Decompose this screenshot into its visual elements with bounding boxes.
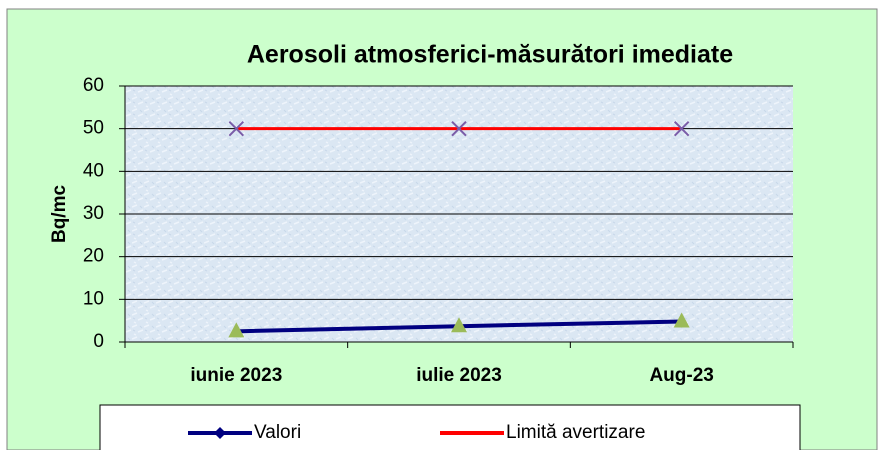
y-tick-label: 50 xyxy=(83,118,104,139)
y-tick-label: 20 xyxy=(83,246,104,267)
point-marker xyxy=(228,120,245,137)
y-tick-label: 40 xyxy=(83,160,104,181)
y-tick-label: 10 xyxy=(83,288,104,309)
legend xyxy=(99,404,801,450)
x-tick-label: iulie 2023 xyxy=(416,365,502,386)
point-marker xyxy=(451,317,467,333)
y-axis-label: Bq/mc xyxy=(49,185,70,244)
y-tick-label: 0 xyxy=(93,331,104,352)
point-marker xyxy=(673,120,690,137)
legend-label: Limită avertizare xyxy=(506,422,645,443)
y-tick-label: 60 xyxy=(83,75,104,96)
legend-label: Valori xyxy=(254,422,301,443)
x-tick-label: iunie 2023 xyxy=(190,365,282,386)
x-tick-label: Aug-23 xyxy=(649,365,713,386)
point-marker xyxy=(451,120,467,137)
point-marker xyxy=(228,322,245,338)
point-marker xyxy=(673,312,690,328)
legend-marker xyxy=(214,427,226,439)
chart-title: Aerosoli atmosferici-măsurători imediate xyxy=(247,41,733,69)
y-tick-label: 30 xyxy=(83,203,104,224)
